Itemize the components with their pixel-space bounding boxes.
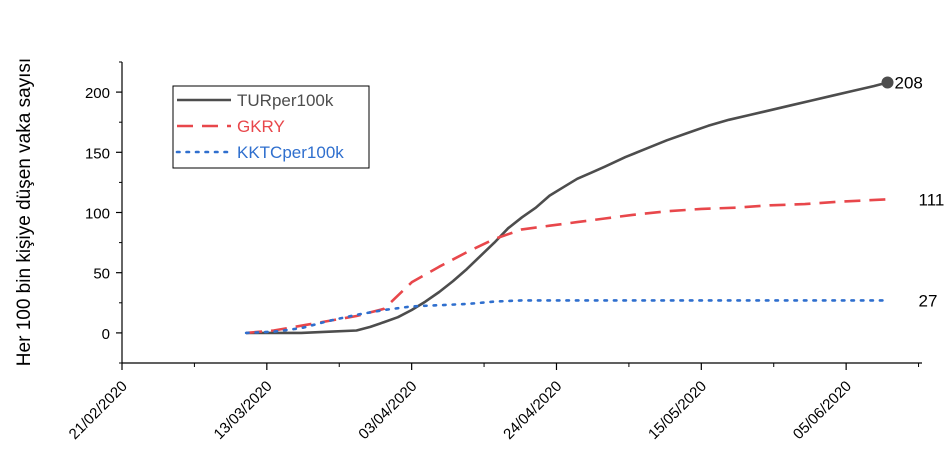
series-line-turper100k — [246, 81, 888, 335]
y-tick-label: 100 — [85, 206, 110, 223]
series-end-label: 208 — [895, 73, 923, 92]
series-layer: 208 111 27 — [244, 73, 945, 335]
series-line-gkry — [245, 198, 888, 335]
y-tick-label: 0 — [102, 326, 110, 343]
y-tick-label: 200 — [85, 85, 110, 102]
x-tick-label: 05/06/2020 — [790, 378, 855, 443]
x-tick-label: 13/03/2020 — [211, 378, 276, 443]
series-end-label: 111 — [919, 190, 945, 209]
legend: TURper100k GKRY KKTCper100k — [172, 85, 370, 169]
x-tick-label: 15/05/2020 — [645, 378, 710, 443]
series-end-label: 27 — [919, 291, 938, 310]
x-tick-label: 03/04/2020 — [355, 378, 420, 443]
x-tick-label: 21/02/2020 — [66, 378, 131, 443]
y-tick-label: 50 — [93, 266, 110, 283]
y-tick-label: 150 — [85, 145, 110, 162]
y-axis-label: Her 100 bin kişiye düşen vaka sayısı — [14, 58, 35, 366]
series-end-marker — [881, 76, 894, 89]
legend-label-gkry: GKRY — [237, 117, 285, 136]
series-line-kktcper100k — [244, 299, 889, 335]
legend-label-kktcper100k: KKTCper100k — [237, 143, 344, 162]
legend-label-turper100k: TURper100k — [237, 91, 334, 110]
x-tick-label: 24/04/2020 — [500, 378, 565, 443]
